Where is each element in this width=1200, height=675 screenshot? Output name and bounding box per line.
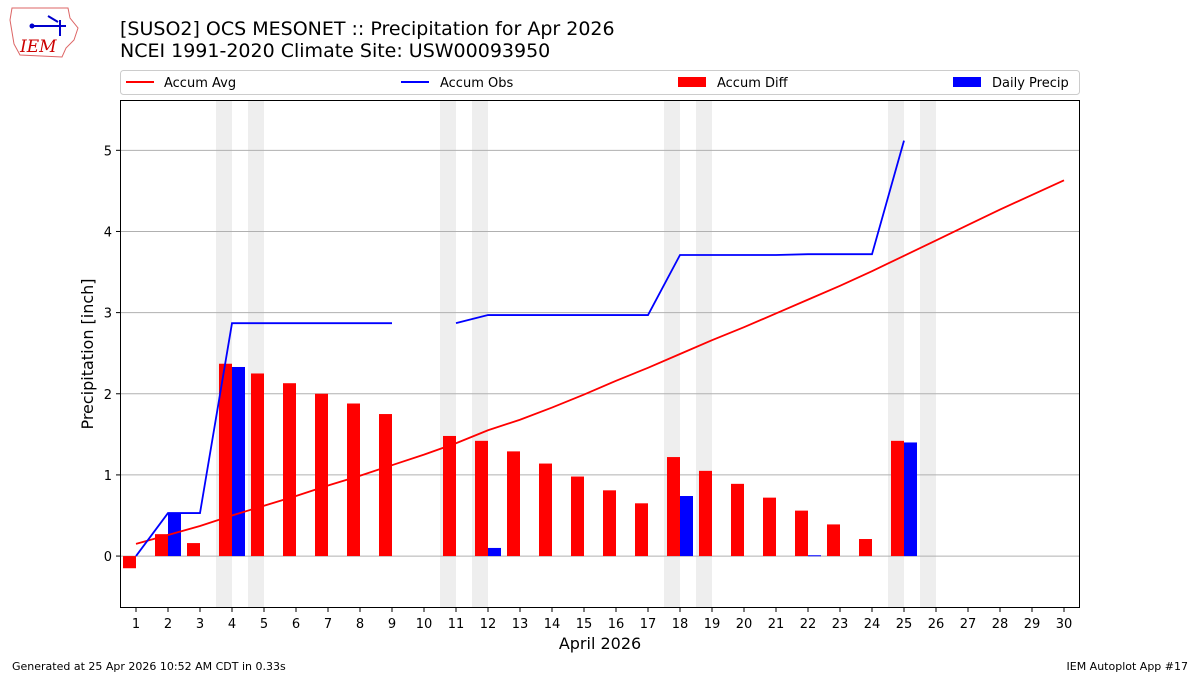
y-axis: 0 1 2 3 4 5 <box>104 144 120 565</box>
x-tick-label: 16 <box>608 617 625 632</box>
weekend-shade-day-26 <box>920 100 936 608</box>
daily-precip-bar-day-12 <box>488 547 501 557</box>
chart-subtitle: NCEI 1991-2020 Climate Site: USW00093950 <box>120 40 550 62</box>
x-tick-label: 18 <box>672 617 689 632</box>
chart-title: [SUSO2] OCS MESONET :: Precipitation for… <box>120 18 615 40</box>
legend-daily-precip: Daily Precip <box>992 76 1069 91</box>
x-tick-label: 21 <box>768 617 785 632</box>
accum-diff-bar-day-9 <box>379 414 392 557</box>
x-tick-label: 19 <box>704 617 721 632</box>
x-tick-label: 9 <box>388 617 396 632</box>
footer-app: IEM Autoplot App #17 <box>1067 660 1189 673</box>
x-tick-label: 29 <box>1024 617 1041 632</box>
accum-diff-bar-day-5 <box>251 373 264 557</box>
daily-precip-bar-day-4 <box>232 366 245 557</box>
gridlines <box>120 149 1080 557</box>
x-tick-label: 17 <box>640 617 657 632</box>
x-tick-label: 8 <box>356 617 364 632</box>
bars <box>123 363 917 569</box>
accum-diff-bar-day-20 <box>731 483 744 557</box>
accum-diff-bar-day-23 <box>827 524 840 557</box>
x-tick-label: 30 <box>1056 617 1073 632</box>
iem-logo: IEM <box>9 7 79 58</box>
svg-text:IEM: IEM <box>19 37 57 57</box>
x-tick-label: 14 <box>544 617 561 632</box>
plot-frame <box>120 100 1080 608</box>
accum-diff-bar-day-21 <box>763 497 776 557</box>
accum-diff-bar-day-19 <box>699 470 712 557</box>
accum-obs-line-segment-1 <box>455 140 905 325</box>
daily-precip-bar-day-18 <box>680 496 693 557</box>
legend-accum-diff: Accum Diff <box>717 76 789 91</box>
footer-generated: Generated at 25 Apr 2026 10:52 AM CDT in… <box>12 660 286 673</box>
y-tick-label: 0 <box>104 550 112 565</box>
accum-diff-bar-day-1 <box>123 556 136 569</box>
x-tick-label: 22 <box>800 617 817 632</box>
accum-diff-bar-day-4 <box>219 363 232 557</box>
accum-avg-line-segment-0 <box>135 179 1065 545</box>
x-tick-label: 11 <box>448 617 465 632</box>
lines <box>135 140 1065 557</box>
x-tick-label: 12 <box>480 617 497 632</box>
x-tick-label: 26 <box>928 617 945 632</box>
accum-obs-line-segment-0 <box>135 322 392 557</box>
daily-precip-bar-day-2 <box>168 513 181 557</box>
accum-diff-bar-day-2 <box>155 534 168 557</box>
x-tick-label: 10 <box>416 617 433 632</box>
accum-diff-bar-day-24 <box>859 539 872 557</box>
accum-diff-bar-day-25 <box>891 440 904 557</box>
accum-diff-bar-day-6 <box>283 383 296 557</box>
accum-diff-bar-day-7 <box>315 393 328 557</box>
y-tick-label: 1 <box>104 469 112 484</box>
accum-diff-bar-day-8 <box>347 403 360 557</box>
x-axis-label: April 2026 <box>559 634 641 653</box>
x-tick-label: 13 <box>512 617 529 632</box>
x-tick-label: 1 <box>132 617 140 632</box>
x-tick-label: 28 <box>992 617 1009 632</box>
x-tick-label: 23 <box>832 617 849 632</box>
accum-diff-bar-day-11 <box>443 435 456 557</box>
x-tick-label: 6 <box>292 617 300 632</box>
legend-accum-diff-swatch <box>678 77 706 87</box>
legend-daily-precip-swatch <box>953 77 981 87</box>
legend-accum-obs: Accum Obs <box>440 76 513 91</box>
x-tick-label: 25 <box>896 617 913 632</box>
x-tick-label: 20 <box>736 617 753 632</box>
accum-diff-bar-day-16 <box>603 490 616 557</box>
x-tick-label: 5 <box>260 617 268 632</box>
y-tick-label: 5 <box>104 144 112 159</box>
accum-diff-bar-day-15 <box>571 476 584 557</box>
legend-accum-avg: Accum Avg <box>164 76 236 91</box>
accum-diff-bar-day-18 <box>667 457 680 557</box>
y-axis-label: Precipitation [inch] <box>78 278 97 429</box>
accum-diff-bar-day-12 <box>475 440 488 557</box>
x-tick-label: 3 <box>196 617 204 632</box>
y-tick-label: 4 <box>104 225 112 240</box>
legend: Accum Avg Accum Obs Accum Diff Daily Pre… <box>120 70 1080 95</box>
daily-precip-bar-day-25 <box>904 442 917 557</box>
x-tick-label: 2 <box>164 617 172 632</box>
x-tick-label: 24 <box>864 617 881 632</box>
accum-diff-bar-day-3 <box>187 543 200 557</box>
x-tick-label: 7 <box>324 617 332 632</box>
accum-diff-bar-day-17 <box>635 503 648 557</box>
x-tick-label: 4 <box>228 617 236 632</box>
daily-precip-bar-day-22 <box>808 555 821 557</box>
y-tick-label: 3 <box>104 307 112 322</box>
y-tick-label: 2 <box>104 388 112 403</box>
x-tick-label: 27 <box>960 617 977 632</box>
accum-diff-bar-day-13 <box>507 451 520 557</box>
accum-diff-bar-day-22 <box>795 510 808 557</box>
x-tick-label: 15 <box>576 617 593 632</box>
x-axis: 1 2 3 4 5 6 7 8 9 10 11 12 13 14 15 16 17 18 19 20 21 22 23 24 2… <box>132 608 1072 632</box>
accum-diff-bar-day-14 <box>539 463 552 557</box>
